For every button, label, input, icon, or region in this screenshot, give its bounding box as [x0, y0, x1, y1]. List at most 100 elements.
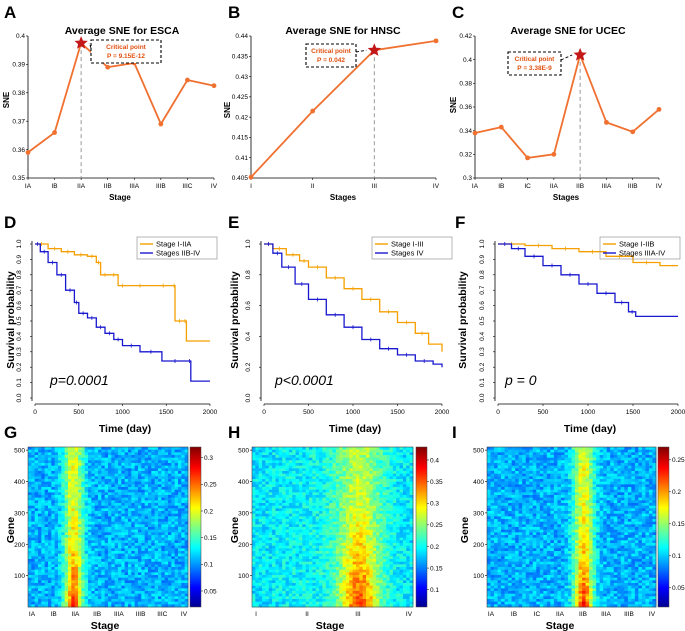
- chart-g-heatmap-cell: [161, 593, 166, 597]
- chart-g-heatmap-cell: [174, 481, 179, 485]
- chart-h-heatmap-cell: [255, 511, 260, 515]
- chart-g-heatmap-cell: [148, 471, 152, 475]
- chart-h-heatmap-cell: [272, 543, 276, 547]
- chart-g-heatmap-cell: [161, 449, 166, 453]
- chart-g-heatmap-cell: [121, 599, 126, 603]
- chart-h-heatmap-cell: [335, 588, 340, 592]
- chart-g-heatmap-cell: [28, 588, 32, 592]
- chart-h-heatmap-cell: [258, 500, 263, 504]
- chart-g-heatmap-cell: [94, 484, 99, 488]
- chart-g-heatmap-cell: [61, 457, 66, 461]
- chart-g-heatmap-cell: [68, 564, 72, 568]
- chart-h-heatmap-cell: [272, 471, 276, 475]
- chart-g-heatmap-cell: [171, 489, 176, 493]
- chart-g-heatmap-cell: [98, 455, 102, 459]
- chart-g-heatmap-cell: [68, 516, 72, 520]
- chart-g-heatmap-cell: [58, 471, 62, 475]
- chart-g-heatmap-cell: [154, 527, 159, 531]
- chart-g-heatmap-cell: [38, 548, 42, 552]
- chart-g-heatmap-cell: [28, 532, 32, 536]
- chart-h-heatmap-cell: [325, 524, 330, 528]
- chart-g-heatmap-cell: [148, 521, 152, 525]
- chart-g-heatmap-cell: [184, 503, 189, 507]
- chart-g-heatmap-cell: [34, 585, 39, 589]
- chart-g-heatmap-cell: [141, 473, 146, 477]
- chart-h-heatmap-cell: [322, 537, 327, 541]
- chart-g-heatmap-cell: [171, 527, 176, 531]
- chart-h-heatmap-cell: [335, 548, 340, 552]
- chart-g-heatmap-cell: [158, 452, 162, 456]
- chart-g-heatmap-cell: [41, 545, 46, 549]
- chart-g-heatmap-cell: [114, 476, 119, 480]
- chart-g-heatmap-cell: [41, 532, 46, 536]
- chart-h-heatmap-cell: [255, 601, 260, 605]
- chart-g-heatmap-cell: [124, 588, 129, 592]
- chart-g-heatmap-cell: [151, 532, 156, 536]
- chart-h-heatmap-cell: [298, 572, 303, 576]
- chart-h-heatmap-cell: [265, 583, 270, 587]
- chart-h-heatmap-cell: [319, 479, 323, 483]
- chart-g-heatmap-cell: [48, 585, 52, 589]
- chart-g-heatmap-cell: [41, 511, 46, 515]
- chart-g-heatmap-cell: [128, 567, 132, 571]
- chart-h-heatmap-cell: [285, 599, 290, 603]
- chart-g-heatmap-cell: [131, 593, 136, 597]
- chart-g-colorbar: [189, 446, 202, 608]
- chart-g-heatmap-cell: [154, 537, 159, 541]
- chart-h-heatmap-cell: [292, 500, 296, 504]
- chart-g-heatmap-cell: [124, 484, 129, 488]
- chart-h-heatmap-cell: [282, 473, 286, 477]
- chart-h-heatmap-cell: [332, 476, 337, 480]
- chart-g-heatmap-cell: [84, 551, 89, 555]
- chart-g-heatmap-cell: [138, 559, 142, 563]
- chart-g-heatmap-cell: [84, 503, 89, 507]
- chart-h-heatmap-cell: [329, 537, 333, 541]
- chart-g-heatmap-cell: [61, 559, 66, 563]
- chart-g-heatmap-cell: [38, 580, 42, 584]
- chart-g-heatmap-cell: [184, 545, 189, 549]
- chart-g-heatmap-cell: [108, 572, 112, 576]
- chart-h-heatmap-cell: [288, 604, 293, 608]
- chart-g-heatmap-cell: [148, 585, 152, 589]
- chart-c-critical-star: [573, 47, 587, 61]
- chart-g-heatmap-cell: [184, 471, 189, 475]
- chart-g-heatmap-cell: [178, 476, 182, 480]
- chart-g-heatmap-cell: [51, 567, 56, 571]
- chart-g-heatmap-cell: [51, 484, 56, 488]
- chart-g-heatmap-cell: [108, 588, 112, 592]
- chart-h-heatmap-cell: [315, 583, 320, 587]
- chart-g-heatmap-cell: [71, 588, 76, 592]
- chart-g-heatmap-cell: [158, 548, 162, 552]
- chart-g-heatmap-cell: [111, 591, 116, 595]
- chart-g-heatmap-cell: [78, 497, 82, 501]
- chart-g-heatmap-cell: [91, 585, 96, 589]
- chart-h-heatmap-cell: [285, 457, 290, 461]
- chart-g-heatmap-cell: [41, 527, 46, 531]
- chart-g-heatmap-cell: [181, 553, 186, 557]
- chart-h-heatmap-cell: [322, 460, 327, 464]
- chart-g-heatmap-cell: [98, 516, 102, 520]
- chart-g-heatmap-cell: [91, 567, 96, 571]
- chart-g-heatmap-cell: [141, 567, 146, 571]
- chart-g-heatmap-cell: [184, 527, 189, 531]
- chart-g-heatmap-cell: [134, 465, 139, 469]
- chart-g-heatmap-cell: [28, 511, 32, 515]
- chart-g-heatmap-cell: [34, 599, 39, 603]
- chart-g-heatmap-cell: [74, 449, 79, 453]
- chart-h-heatmap-cell: [298, 532, 303, 536]
- chart-g-heatmap-cell: [91, 449, 96, 453]
- chart-g-heatmap-cell: [64, 463, 69, 467]
- chart-g-heatmap-cell: [118, 583, 122, 587]
- chart-h-heatmap-cell: [312, 465, 317, 469]
- chart-h-heatmap-cell: [345, 535, 350, 539]
- chart-g-heatmap-cell: [64, 537, 69, 541]
- chart-g-heatmap-cell: [111, 537, 116, 541]
- chart-h-heatmap-cell: [329, 479, 333, 483]
- chart-g-heatmap-cell: [44, 529, 49, 533]
- chart-g-heatmap-cell: [168, 537, 172, 541]
- chart-g-heatmap-cell: [34, 545, 39, 549]
- chart-g-heatmap-cell: [131, 479, 136, 483]
- chart-g-heatmap-cell: [51, 511, 56, 515]
- chart-g-heatmap-cell: [78, 455, 82, 459]
- chart-g-heatmap-cell: [131, 583, 136, 587]
